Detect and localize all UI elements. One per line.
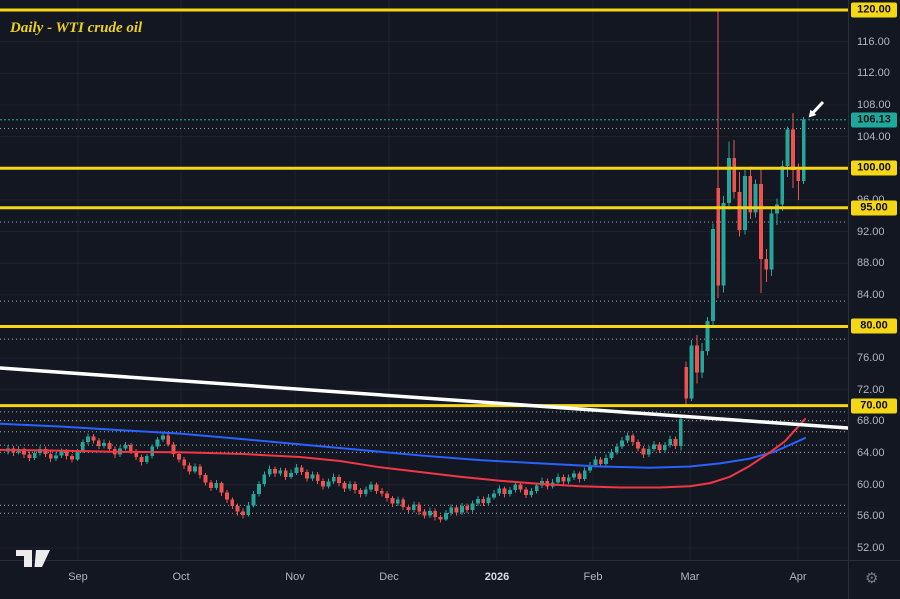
x-axis-label-Feb: Feb — [583, 571, 603, 583]
y-axis-label: 88.00 — [857, 257, 885, 270]
price-badge-95: 95.00 — [851, 200, 897, 216]
y-axis-label: 108.00 — [857, 98, 891, 111]
y-axis-label: 104.00 — [857, 130, 891, 143]
last-price-badge: 106.13 — [851, 112, 897, 128]
x-axis-label-Dec: Dec — [379, 571, 399, 583]
arrow-annotation-head[interactable] — [808, 109, 817, 118]
tradingview-logo[interactable] — [16, 550, 52, 568]
price-badge-70: 70.00 — [851, 398, 897, 414]
y-axis-label: 60.00 — [857, 478, 885, 491]
x-axis-label-Sep: Sep — [68, 571, 88, 583]
y-axis-label: 92.00 — [857, 225, 885, 238]
candles — [6, 10, 806, 523]
x-axis-label-2026: 2026 — [484, 571, 510, 583]
settings-gear-icon[interactable]: ⚙ — [865, 570, 879, 587]
y-axis-label: 84.00 — [857, 288, 885, 301]
y-axis-label: 52.00 — [857, 542, 885, 554]
chart-plot-area[interactable] — [0, 0, 848, 560]
ma-line-red[interactable] — [0, 418, 806, 489]
ma-line-blue[interactable] — [0, 422, 806, 469]
y-axis-label: 72.00 — [857, 383, 885, 396]
y-axis-label: 112.00 — [857, 67, 890, 80]
y-axis-label: 56.00 — [857, 510, 885, 523]
x-axis-label-Nov: Nov — [285, 571, 305, 583]
price-chart-canvas[interactable] — [0, 0, 848, 560]
price-badge-120: 120.00 — [851, 2, 897, 18]
price-axis[interactable]: 120.00116.00112.00108.00104.00100.0096.0… — [848, 0, 900, 560]
y-axis-label: 64.00 — [857, 447, 885, 460]
time-axis[interactable]: Sep Oct Nov Dec 2026 Feb Mar Apr — [0, 560, 848, 599]
price-badge-100: 100.00 — [851, 160, 897, 176]
y-axis-label: 68.00 — [857, 415, 885, 428]
price-badge-80: 80.00 — [851, 318, 897, 334]
x-axis-label-Oct: Oct — [172, 571, 190, 583]
y-axis-label: 76.00 — [857, 352, 885, 365]
x-axis-label-Apr: Apr — [789, 571, 807, 583]
y-axis-label: 116.00 — [857, 35, 890, 48]
arrow-annotation-shaft[interactable] — [810, 100, 825, 115]
axis-corner: ⚙ — [848, 560, 900, 599]
trendline[interactable] — [0, 366, 848, 430]
x-axis-label-Mar: Mar — [680, 571, 700, 583]
chart-title: Daily - WTI crude oil — [10, 20, 143, 36]
